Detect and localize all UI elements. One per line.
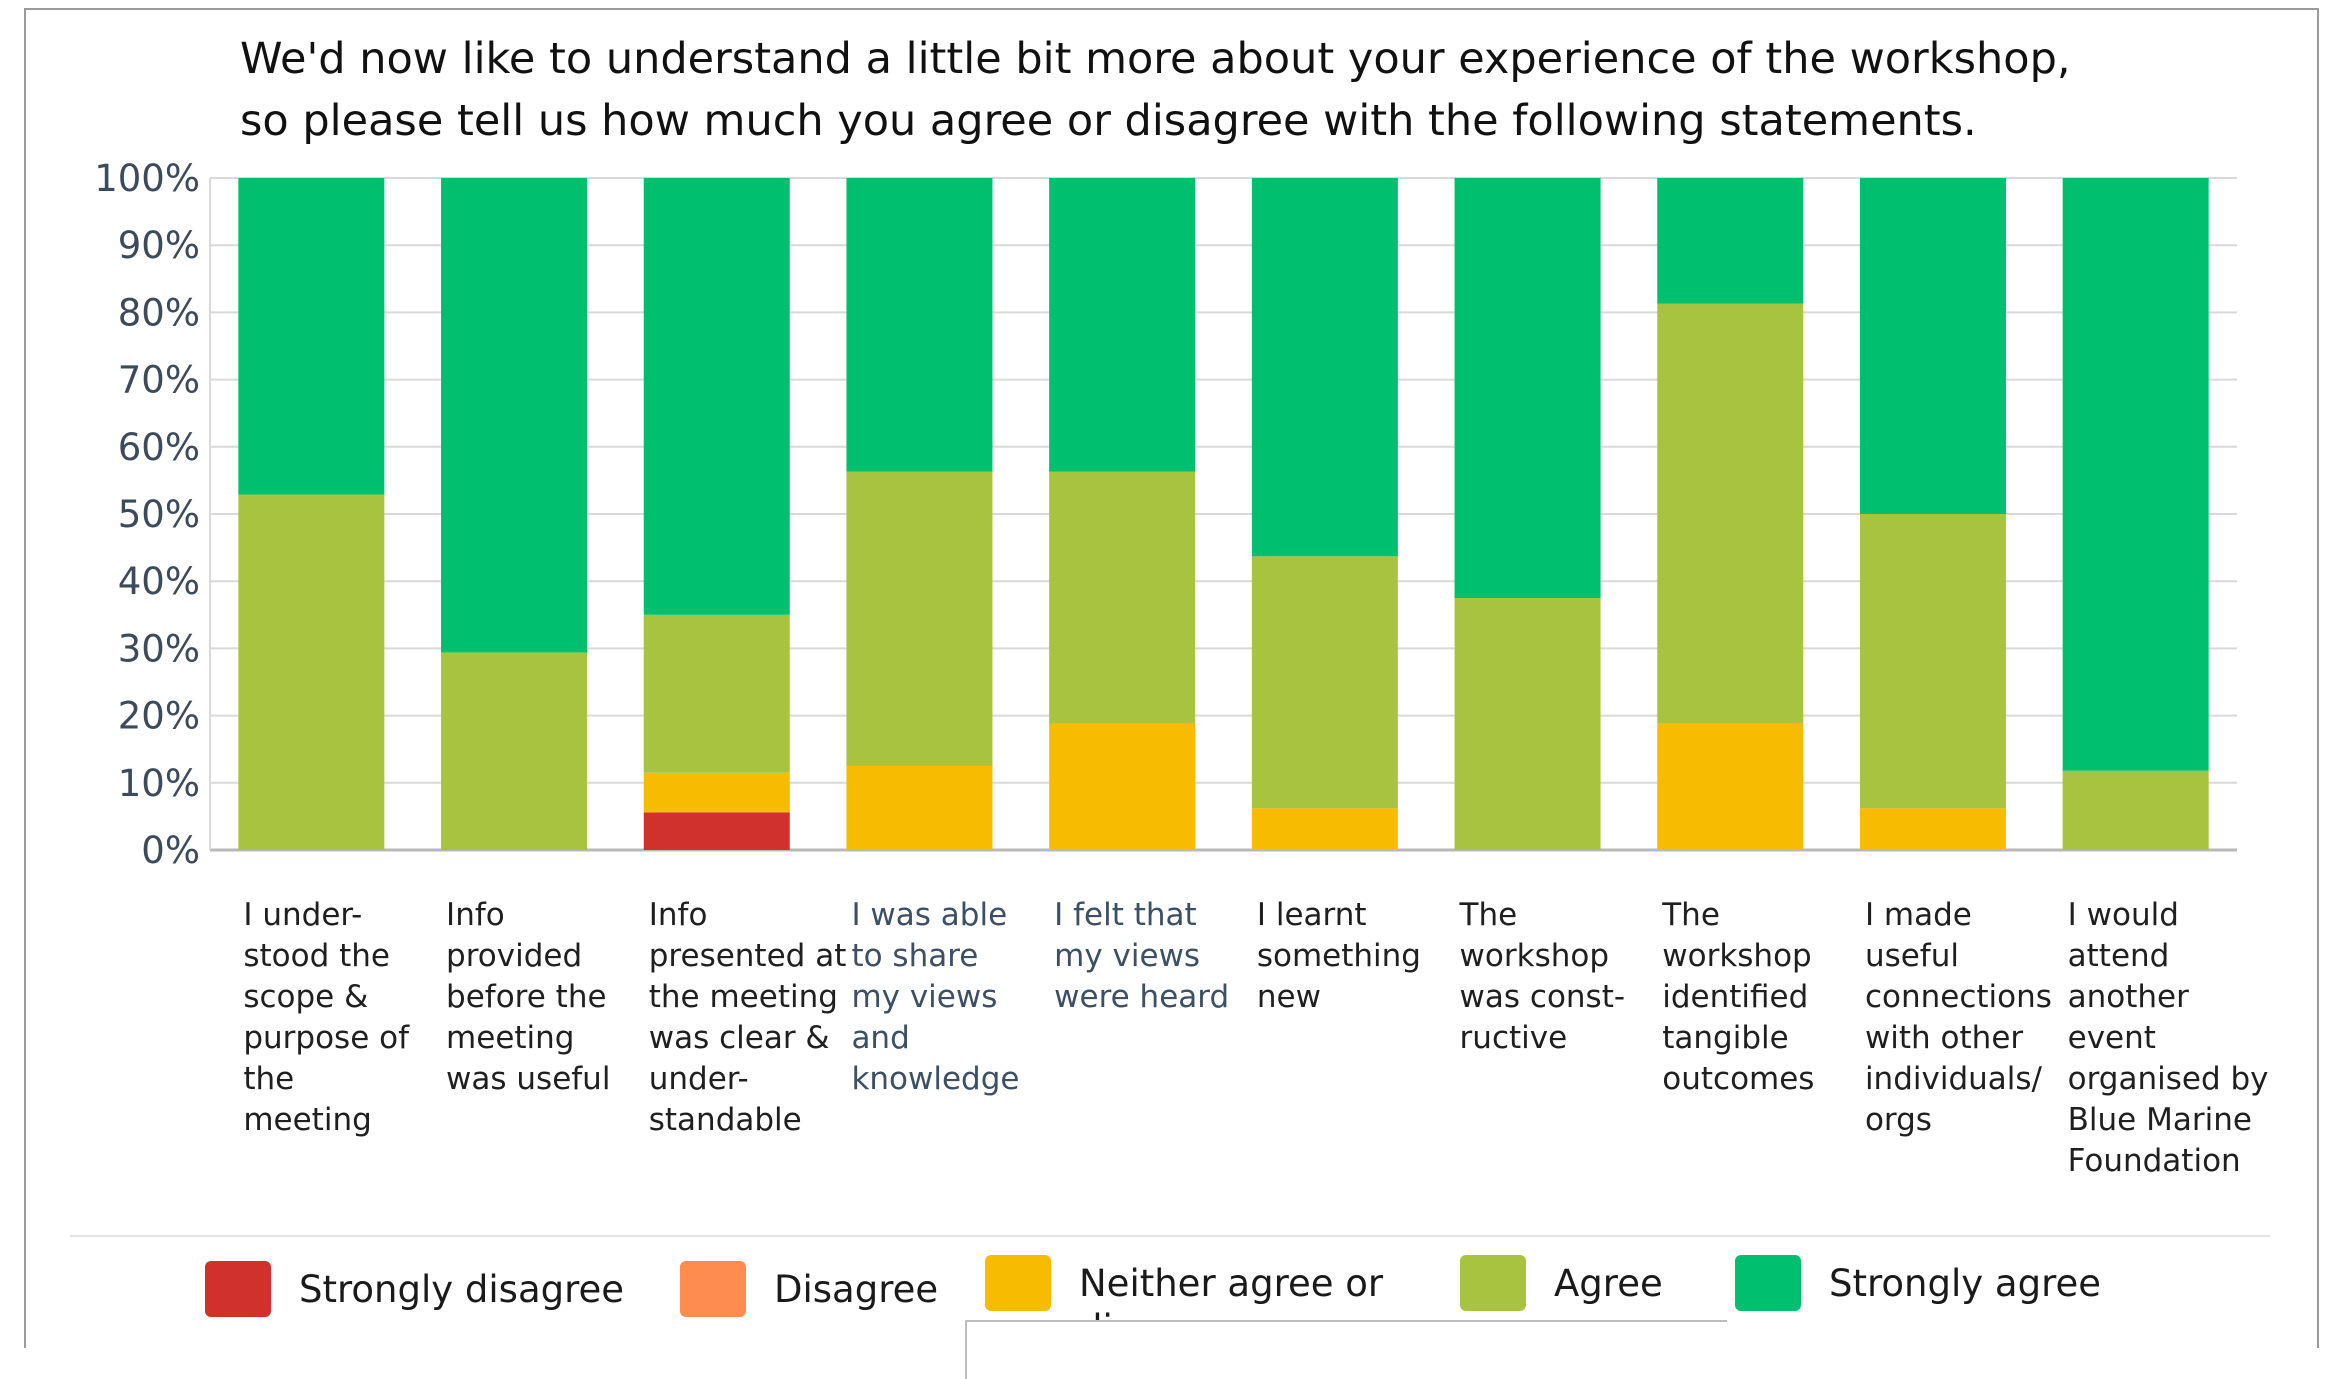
x-tick-label: I made useful connections with other ind… [1864,897,2052,1138]
bar-segment-agree [1859,514,2006,809]
legend-swatch-neither [985,1255,1051,1311]
bar-segment-agree [846,471,993,766]
legend-swatch-disagree [680,1261,746,1317]
bar-segment-neither [1049,723,1196,850]
chart-title: We'd now like to understand a little bit… [240,28,2140,152]
bar-segment-strongly-disagree [643,812,790,850]
bar-segment-agree [441,652,588,850]
bar-segment-neither [643,772,790,813]
screenshot-edge-mask [965,1320,1727,1379]
bars [238,178,2209,850]
bar-segment-agree [1251,556,1398,809]
bar-segment-agree [1454,598,1601,850]
legend-label-agree: Agree [1554,1262,1663,1305]
bar-segment-strongly-agree [2062,178,2209,771]
title-line-2: so please tell us how much you agree or … [240,96,1977,146]
legend-swatch-agree [1460,1255,1526,1311]
bar-segment-agree [2062,770,2209,850]
x-tick-label: I was able to share my views and knowled… [851,897,1020,1097]
legend-item-agree: Agree [1460,1255,1663,1311]
bar-segment-agree [1049,471,1196,724]
y-tick-label: 30% [118,627,200,670]
y-tick-label: 60% [118,426,200,469]
legend-swatch-strongly-agree [1735,1255,1801,1311]
bar-segment-strongly-agree [1454,178,1601,598]
bar-segment-neither [846,766,993,850]
legend-item-disagree: Disagree [680,1261,938,1317]
x-tick-label: The workshop identified tangible outcome… [1662,897,1815,1097]
y-axis: 0% 10% 20% 30% 40% 50% 60% 70% 80% 90% 100% [94,157,211,872]
legend-label-disagree: Disagree [774,1268,939,1311]
bar-segment-strongly-agree [643,178,790,615]
y-tick-label: 100% [94,157,200,200]
legend: Strongly disagree Disagree Neither agree… [70,1235,2270,1357]
title-line-1: We'd now like to understand a little bit… [240,34,2071,84]
bar-segment-neither [1657,723,1804,850]
legend-item-strongly-agree: Strongly agree [1735,1255,2101,1311]
bar-segment-neither [1251,808,1398,850]
legend-label-strongly-agree: Strongly agree [1829,1262,2101,1305]
bar-segment-strongly-agree [441,178,588,653]
legend-swatch-strongly-disagree [205,1261,271,1317]
legend-label-strongly-disagree: Strongly disagree [299,1268,625,1311]
y-tick-label: 0% [141,829,200,872]
bar-segment-strongly-agree [1049,178,1196,472]
x-tick-label: The workshop was const- ructive [1459,897,1626,1056]
y-tick-label: 40% [118,560,200,603]
legend-item-strongly-disagree: Strongly disagree [205,1261,624,1317]
y-tick-label: 90% [118,224,200,267]
y-tick-label: 80% [118,291,200,334]
bar-segment-strongly-agree [238,178,385,495]
bar-segment-agree [1657,303,1804,724]
y-tick-label: 50% [118,493,200,536]
bar-segment-strongly-agree [1251,178,1398,557]
bar-segment-neither [1859,808,2006,850]
y-tick-label: 70% [118,359,200,402]
bar-segment-agree [643,614,790,773]
x-tick-label: Info presented at the meeting was clear … [648,897,847,1138]
y-tick-label: 20% [118,695,200,738]
x-tick-label: I learnt something new [1256,897,1421,1015]
bar-segment-agree [238,494,385,850]
x-tick-label: I under- stood the scope & purpose of th… [243,897,410,1138]
bar-segment-strongly-agree [1859,178,2006,514]
stacked-bar-chart: 0% 10% 20% 30% 40% 50% 60% 70% 80% 90% 100% [94,157,2237,872]
x-tick-label: I would attend another event organised b… [2067,897,2269,1179]
bar-segment-strongly-agree [846,178,993,472]
x-tick-label: I felt that my views were heard [1054,897,1230,1015]
bar-segment-strongly-agree [1657,178,1804,304]
chart-frame [24,8,2319,1348]
x-tick-label: Info provided before the meeting was use… [446,897,611,1097]
y-tick-label: 10% [118,762,200,805]
